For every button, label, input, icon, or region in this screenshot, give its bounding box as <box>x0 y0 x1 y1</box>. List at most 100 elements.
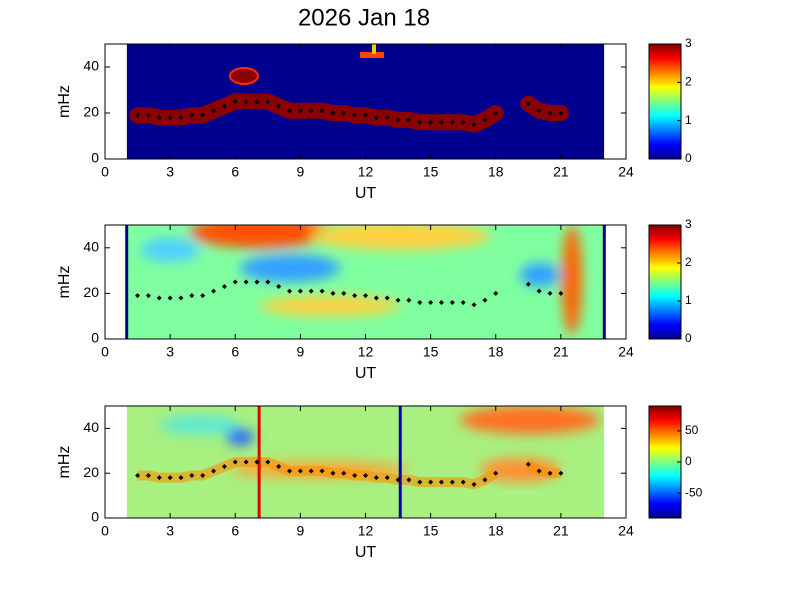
trace-point <box>482 477 488 483</box>
trace-point <box>460 300 466 306</box>
trace-point <box>536 288 542 294</box>
trace-point <box>265 279 271 285</box>
x-tick-label: 18 <box>488 523 504 539</box>
trace-point <box>297 288 303 294</box>
trace-point <box>243 279 249 285</box>
x-tick-label: 21 <box>553 164 569 180</box>
trace-point <box>200 112 206 118</box>
blob <box>310 225 490 250</box>
trace-point <box>287 108 293 114</box>
trace-point <box>308 108 314 114</box>
trace-point <box>211 288 217 294</box>
blob <box>190 225 330 248</box>
colorbar-tick-label: 2 <box>685 75 692 89</box>
trace-point <box>558 110 564 116</box>
colorbar-tick-label: 0 <box>685 331 692 345</box>
trace-point <box>276 284 282 290</box>
no-data <box>604 406 626 518</box>
trace-point <box>254 99 260 104</box>
colorbar <box>648 43 682 160</box>
trace-point <box>460 479 466 485</box>
x-tick-label: 12 <box>358 344 374 360</box>
trace-point <box>297 468 303 474</box>
trace-point <box>167 295 173 301</box>
trace-point <box>536 108 542 114</box>
trace-point <box>145 472 151 478</box>
trace-point <box>232 459 238 465</box>
trace-point <box>156 115 162 121</box>
colorbar-tick-label: 1 <box>685 293 692 307</box>
no-data <box>604 44 626 159</box>
trace-point <box>135 112 141 118</box>
trace-point <box>363 293 368 299</box>
trace-point <box>525 101 531 107</box>
x-axis-label: UT <box>355 365 377 382</box>
trace-point <box>438 479 444 485</box>
trace-point <box>547 470 553 476</box>
trace-point <box>449 119 455 125</box>
trace-point <box>178 475 184 481</box>
blob <box>229 67 259 85</box>
trace-point <box>341 290 347 296</box>
trace-point <box>482 117 488 123</box>
y-axis-label: mHz <box>56 266 73 299</box>
x-tick-label: 15 <box>423 164 439 180</box>
trace-point <box>319 288 325 294</box>
trace-point <box>167 475 173 481</box>
trace-point <box>493 290 499 296</box>
y-tick-label: 0 <box>91 150 99 166</box>
no-data <box>604 225 626 339</box>
x-axis-label: UT <box>355 544 377 561</box>
no-data <box>105 225 127 339</box>
trace-point <box>276 463 282 469</box>
trace-point <box>547 110 553 116</box>
trace-point <box>395 477 401 483</box>
trace-point <box>287 288 293 294</box>
trace-point <box>135 293 141 299</box>
trace-point <box>352 293 358 299</box>
trace-point <box>265 459 271 465</box>
trace-point <box>449 479 455 485</box>
trace-point <box>243 459 249 465</box>
x-tick-label: 0 <box>101 344 109 360</box>
y-tick-label: 20 <box>83 104 99 120</box>
trace-point <box>406 297 412 303</box>
y-tick-label: 20 <box>83 284 99 300</box>
trace-point <box>449 300 455 306</box>
trace-point <box>373 115 379 121</box>
colorbar <box>648 405 682 519</box>
x-tick-label: 18 <box>488 344 504 360</box>
colorbar-tick-label: 0 <box>685 151 692 165</box>
x-tick-label: 21 <box>553 523 569 539</box>
trace-point <box>319 468 325 474</box>
x-tick-label: 6 <box>231 164 239 180</box>
trace-point <box>200 293 206 299</box>
trace-point <box>417 479 423 485</box>
trace-point <box>276 103 282 109</box>
trace-point <box>417 119 423 125</box>
trace-point <box>493 470 499 476</box>
trace-point <box>438 300 444 306</box>
y-tick-label: 20 <box>83 464 99 480</box>
trace-point <box>363 112 368 118</box>
x-tick-label: 18 <box>488 164 504 180</box>
trace-point <box>308 468 314 474</box>
trace-point <box>373 475 379 481</box>
blob <box>140 238 200 262</box>
colorbar-tick-label: 3 <box>685 36 692 50</box>
trace-point <box>406 117 412 123</box>
trace-point <box>254 279 260 285</box>
trace-point <box>395 117 401 123</box>
blob <box>520 263 560 287</box>
x-tick-label: 9 <box>296 164 304 180</box>
y-axis-label: mHz <box>56 446 73 479</box>
background <box>126 225 605 339</box>
x-axis-label: UT <box>355 185 377 202</box>
y-tick-label: 0 <box>91 330 99 346</box>
trace-point <box>406 477 412 483</box>
trace-point <box>145 293 151 299</box>
trace-point <box>395 297 401 303</box>
blob <box>360 52 384 58</box>
x-tick-label: 0 <box>101 164 109 180</box>
y-tick-label: 40 <box>83 239 99 255</box>
